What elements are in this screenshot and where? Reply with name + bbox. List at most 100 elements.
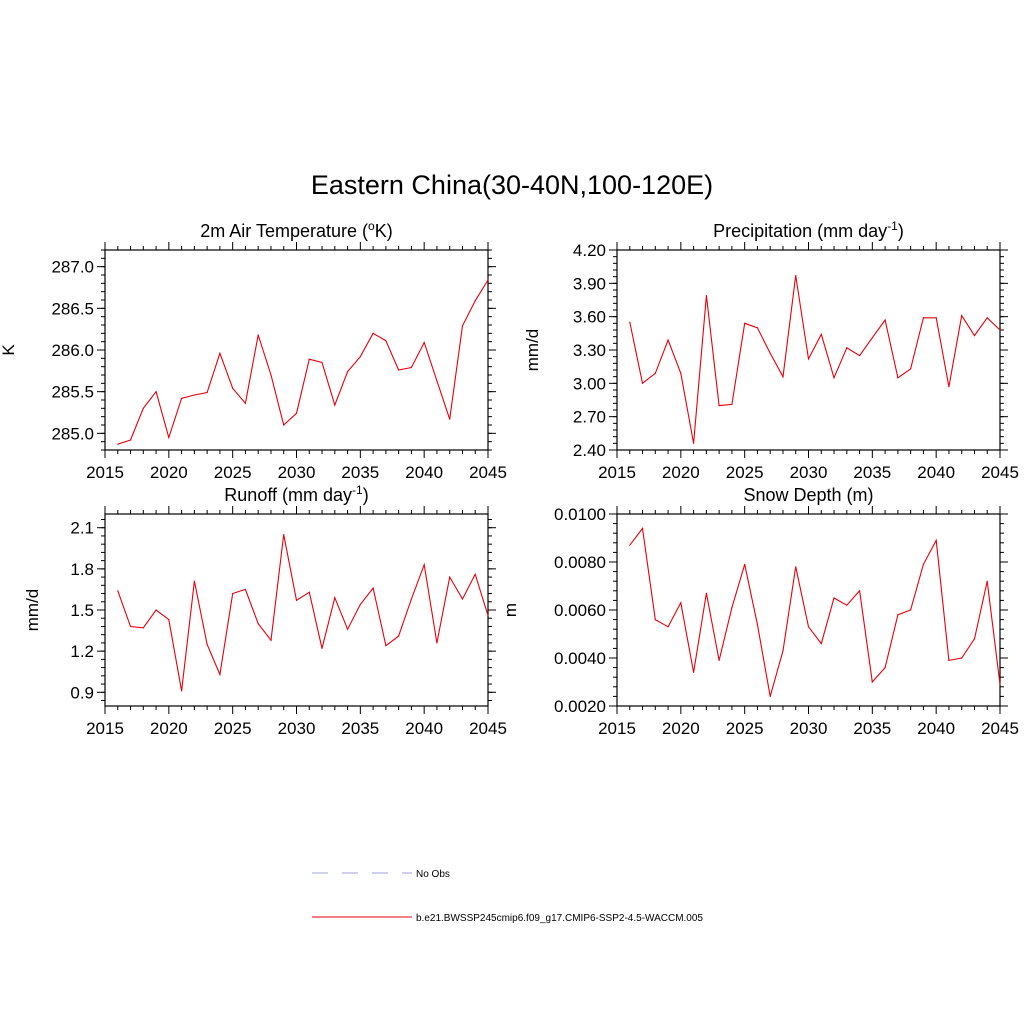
data-point — [833, 377, 835, 379]
data-point — [232, 592, 234, 595]
data-point — [308, 358, 310, 360]
y-tick-label: 0.0100 — [554, 505, 606, 524]
data-point — [935, 317, 937, 319]
x-tick-label: 2015 — [86, 463, 124, 482]
data-point — [142, 407, 144, 409]
panel-snow-depth: Snow Depth (m) 2015 2020 2025 2030 2035 2040 20… — [501, 485, 1019, 738]
data-point — [680, 602, 682, 604]
y-tick-label: 3.90 — [573, 274, 606, 293]
data-point — [922, 563, 925, 566]
x-tick-label: 2040 — [917, 463, 955, 482]
data-point — [295, 412, 298, 414]
data-point — [718, 404, 720, 407]
data-point — [219, 352, 221, 354]
data-point — [193, 394, 195, 396]
data-point — [117, 443, 119, 445]
y-tick-label: 1.8 — [70, 560, 94, 579]
x-tick-label: 2035 — [853, 719, 891, 738]
data-point — [973, 334, 976, 337]
panel-title: Precipitation (mm day-1) — [713, 219, 904, 241]
data-point — [423, 341, 425, 344]
data-point — [769, 695, 771, 698]
x-tick-label: 2030 — [790, 463, 828, 482]
y-tick-label: 287.0 — [51, 258, 94, 277]
data-point — [346, 628, 349, 630]
y-tick-label: 4.20 — [573, 241, 606, 260]
data-point — [871, 337, 873, 339]
data-point — [629, 321, 631, 323]
data-point — [846, 604, 848, 606]
data-point — [807, 626, 810, 628]
legend-label: b.e21.BWSSP245cmip6.f09_g17.CMIP6-SSP2-4… — [416, 913, 703, 924]
data-point — [155, 609, 157, 611]
plot-frame — [104, 249, 489, 451]
data-point — [257, 334, 259, 336]
data-point — [654, 619, 656, 621]
series-line — [117, 279, 489, 445]
data-point — [283, 533, 285, 536]
y-tick-label: 285.0 — [51, 424, 94, 443]
data-point — [961, 314, 963, 317]
y-tick-label: 2.70 — [573, 408, 606, 427]
y-tick-label: 3.60 — [573, 308, 606, 327]
data-point — [410, 598, 412, 600]
data-point — [769, 352, 771, 354]
data-point — [295, 599, 298, 602]
data-point — [986, 317, 988, 319]
data-point — [782, 650, 784, 652]
x-tick-label: 2020 — [150, 719, 188, 738]
x-tick-label: 2025 — [726, 719, 764, 738]
data-point — [731, 607, 733, 609]
legend: No Obs b.e21.BWSSP245cmip6.f09_g17.CMIP6-… — [312, 869, 703, 924]
plot-frame — [104, 513, 489, 707]
data-point — [667, 626, 669, 628]
data-point — [641, 527, 644, 530]
data-point — [884, 667, 886, 669]
x-tick-label: 2015 — [598, 463, 636, 482]
y-tick-label: 286.0 — [51, 341, 94, 360]
series-line — [629, 527, 1001, 697]
data-point — [244, 402, 247, 404]
y-tick-label: 1.2 — [70, 642, 94, 661]
data-point — [219, 673, 221, 676]
page-title: Eastern China(30-40N,100-120E) — [310, 170, 714, 200]
data-point — [795, 566, 797, 568]
x-tick-label: 2045 — [469, 719, 507, 738]
series-line — [117, 534, 489, 691]
data-point — [858, 354, 861, 357]
data-point — [910, 609, 912, 611]
data-point — [487, 279, 489, 281]
data-point — [206, 391, 208, 394]
data-point — [321, 361, 323, 364]
data-point — [206, 643, 208, 645]
data-point — [833, 597, 835, 599]
y-tick-label: 2.40 — [573, 441, 606, 460]
data-point — [385, 645, 387, 647]
data-point — [461, 598, 464, 600]
data-point — [910, 368, 912, 370]
data-point — [449, 576, 451, 578]
x-tick-label: 2030 — [278, 719, 316, 738]
x-tick-label: 2030 — [790, 719, 828, 738]
data-point — [922, 317, 925, 319]
data-point — [283, 424, 285, 426]
data-point — [718, 659, 720, 662]
data-point — [257, 623, 259, 625]
panel-precipitation: Precipitation (mm day-1) 2015 2020 2025 2030… — [523, 219, 1019, 482]
data-point — [270, 374, 272, 376]
series-line — [629, 275, 1001, 444]
data-point — [897, 614, 899, 616]
data-point — [807, 358, 810, 360]
data-point — [474, 300, 476, 302]
data-point — [181, 397, 183, 399]
x-tick-label: 2025 — [214, 463, 252, 482]
panel-runoff: Runoff (mm day-1) 2015 2020 2025 2030 2035 204… — [23, 483, 507, 738]
y-tick-label: 3.30 — [573, 341, 606, 360]
x-tick-label: 2020 — [150, 463, 188, 482]
data-point — [385, 340, 387, 342]
data-point — [181, 690, 183, 692]
data-point — [871, 681, 873, 683]
data-point — [782, 376, 784, 378]
panel-title: Snow Depth (m) — [743, 485, 873, 505]
